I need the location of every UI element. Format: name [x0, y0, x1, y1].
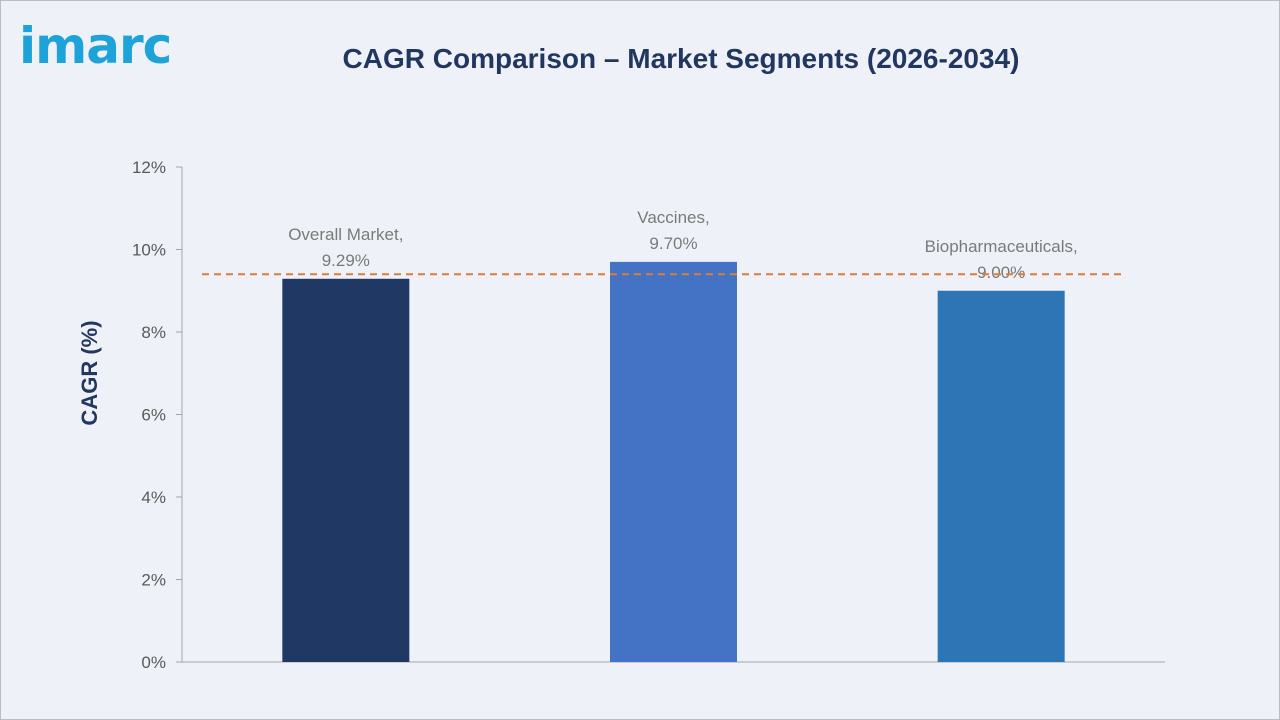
data-label-category: Vaccines,: [637, 208, 709, 227]
imarc-logo: imarc: [19, 17, 172, 75]
data-label-category: Overall Market,: [288, 225, 403, 244]
data-label-value: 9.29%: [322, 251, 370, 270]
data-label-category: Biopharmaceuticals,: [925, 237, 1078, 256]
bar: [282, 278, 410, 662]
y-tick-label: 0%: [141, 653, 166, 672]
y-axis: 0% 2% 4% 6% 8% 10% 12%: [132, 158, 183, 672]
y-tick-label: 2%: [141, 571, 166, 590]
bar: [937, 290, 1065, 662]
y-tick-label: 12%: [132, 158, 166, 177]
y-tick-label: 4%: [141, 488, 166, 507]
y-tick-label: 10%: [132, 241, 166, 260]
data-label-value: 9.00%: [977, 263, 1025, 282]
bar: [610, 261, 737, 662]
data-labels: Overall Market, 9.29% Vaccines, 9.70% Biopha…: [288, 208, 1077, 282]
y-tick-label: 6%: [141, 406, 166, 425]
bars: [282, 261, 1065, 662]
y-tick-label: 8%: [141, 323, 166, 342]
data-label-value: 9.70%: [649, 234, 697, 253]
y-axis-title: CAGR (%): [77, 320, 102, 425]
chart-title: CAGR Comparison – Market Segments (2026-…: [342, 43, 1020, 74]
